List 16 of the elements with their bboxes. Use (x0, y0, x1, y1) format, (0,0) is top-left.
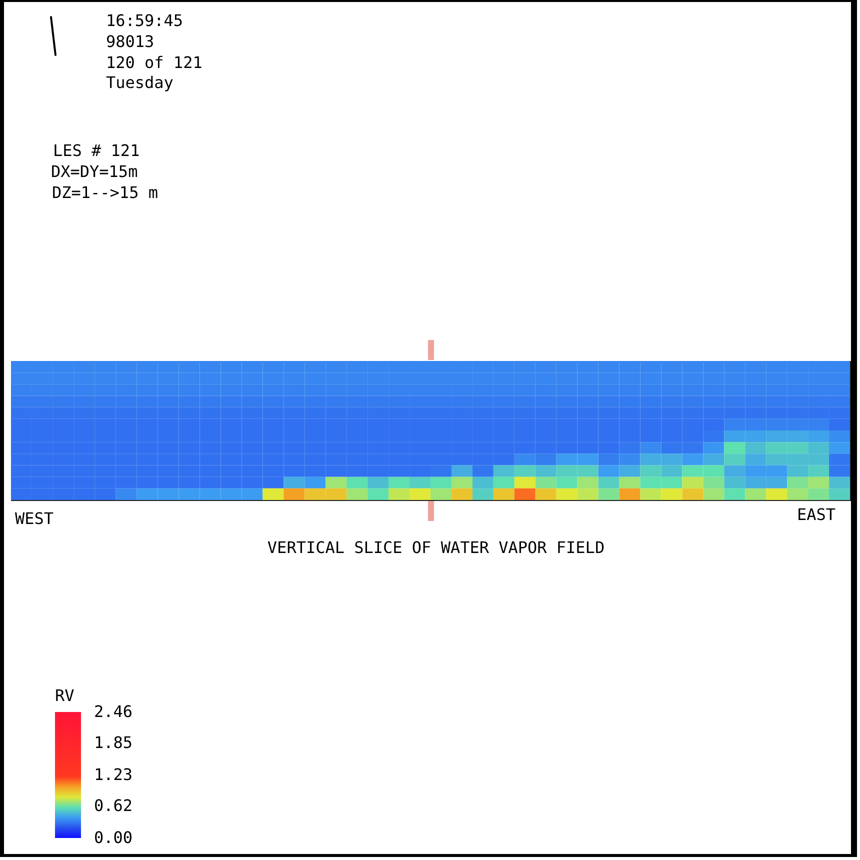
color-bar-label: 1.23 (94, 765, 133, 784)
color-bar-label: 2.46 (94, 702, 133, 721)
color-bar-label: 1.85 (94, 733, 133, 752)
text: DX=DY=15m (51, 162, 138, 181)
text: VERTICAL SLICE OF WATER VAPOR FIELD (267, 538, 605, 557)
color-bar-label: 0.00 (94, 828, 133, 847)
text: Tuesday (106, 73, 174, 92)
text: LES # 121 (53, 141, 140, 160)
text: 98013 (106, 32, 154, 51)
text: WEST (15, 509, 54, 528)
text: DZ=1-->15 m (52, 183, 158, 202)
color-bar-label: 0.62 (94, 796, 133, 816)
color-bar-title: RV (55, 686, 75, 705)
text: 120 of 121 (106, 53, 202, 72)
text: 16:59:45 (106, 11, 184, 30)
text: EAST (797, 505, 836, 524)
